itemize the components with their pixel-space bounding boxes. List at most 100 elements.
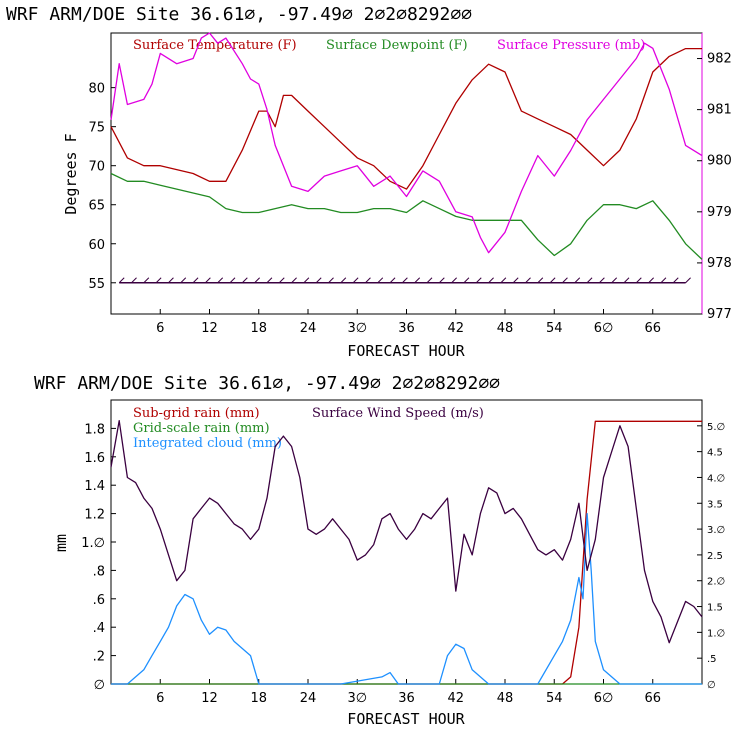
y2-tick-label: 3.5 xyxy=(707,499,723,510)
x-tick-label: 6 xyxy=(156,691,164,706)
x-tick-label: 66 xyxy=(644,321,661,336)
y2-tick-label: 4.5 xyxy=(707,448,723,459)
wind-barb xyxy=(168,277,174,284)
wind-barb xyxy=(118,277,125,284)
x-tick-label: 18 xyxy=(250,691,267,706)
wind-barb xyxy=(229,277,236,284)
legend-surface-pressure: Surface Pressure (mb) xyxy=(497,38,645,53)
wind-barb xyxy=(525,277,531,284)
wind-barb xyxy=(549,277,556,284)
wind-barb xyxy=(475,277,482,284)
x-tick-label: 54 xyxy=(546,691,563,706)
wind-barb xyxy=(254,277,260,284)
y-tick-label: .2 xyxy=(93,650,105,665)
wind-barb xyxy=(315,277,322,284)
y2-tick-label: .5 xyxy=(707,654,717,665)
legend-integrated-cloud: Integrated cloud (mm) xyxy=(133,436,282,451)
x-tick-label: 24 xyxy=(300,691,317,706)
series-line-0-0 xyxy=(110,47,702,190)
panel2-title: WRF ARM/DOE Site 36.61∅, -97.49∅ 2∅2∅829… xyxy=(34,373,500,394)
wind-barb xyxy=(426,277,433,284)
y-tick-label: 1.6 xyxy=(84,451,105,466)
wind-barb xyxy=(217,277,224,284)
y2-tick-label: 2.5 xyxy=(707,551,723,562)
x-tick-label: 3∅ xyxy=(347,691,367,706)
wind-barb xyxy=(672,277,679,284)
wind-barb xyxy=(352,277,359,284)
wind-barb xyxy=(611,277,618,284)
y-tick-label: 1.2 xyxy=(84,508,105,523)
x-tick-label: 24 xyxy=(300,321,317,336)
series-line-1-3 xyxy=(110,420,703,644)
wind-barb xyxy=(143,277,150,284)
y2-tick-label: 982 xyxy=(707,52,732,67)
x-tick-label: 12 xyxy=(201,691,218,706)
y-tick-label: .6 xyxy=(93,593,105,608)
wind-barb xyxy=(648,277,654,284)
y2-tick-label: 978 xyxy=(707,256,732,271)
series-line-1-0 xyxy=(111,420,702,685)
wind-barb xyxy=(488,277,494,284)
y-tick-label: 1.∅ xyxy=(81,536,105,551)
x-tick-label: 12 xyxy=(201,321,218,336)
y-tick-label: 80 xyxy=(88,82,105,97)
legend-grid-scale-rain: Grid-scale rain (mm) xyxy=(133,421,270,436)
x-tick-label: 54 xyxy=(546,321,563,336)
y2-tick-label: 1.5 xyxy=(707,603,723,614)
x-tick-label: 42 xyxy=(447,321,464,336)
wind-barb xyxy=(303,277,310,284)
y2-tick-label: 981 xyxy=(707,103,732,118)
y2-tick-label: 3.∅ xyxy=(707,525,725,536)
wind-barb xyxy=(512,277,519,284)
wind-barb xyxy=(155,277,162,284)
wind-barb xyxy=(500,277,507,284)
wind-barb xyxy=(205,277,211,284)
y2-tick-label: 979 xyxy=(707,205,732,220)
y2-tick-label: 2.∅ xyxy=(707,577,725,588)
wind-barb xyxy=(660,277,667,284)
wind-barb xyxy=(463,277,470,284)
y2-tick-label: ∅ xyxy=(707,680,716,691)
wind-barb xyxy=(402,277,408,284)
wind-barb xyxy=(377,277,384,284)
x-tick-label: 48 xyxy=(497,691,514,706)
panel1-xlabel: FORECAST HOUR xyxy=(347,342,465,360)
wind-barb xyxy=(365,277,371,284)
x-tick-label: 6∅ xyxy=(594,321,614,336)
wind-barb xyxy=(451,277,457,284)
wind-barb xyxy=(574,277,581,284)
x-tick-label: 18 xyxy=(250,321,267,336)
y-tick-label: 70 xyxy=(88,160,105,175)
x-tick-label: 6∅ xyxy=(594,691,614,706)
series-line-0-1 xyxy=(110,172,703,260)
legend-subgrid-rain: Sub-grid rain (mm) xyxy=(133,406,260,421)
x-tick-label: 42 xyxy=(447,691,464,706)
wind-barb xyxy=(438,277,445,284)
y-tick-label: 1.8 xyxy=(84,422,105,437)
wind-barb xyxy=(389,277,396,284)
wind-barb xyxy=(414,277,421,284)
panel1-plot-frame xyxy=(110,32,703,315)
wind-barb xyxy=(131,277,137,284)
x-tick-label: 48 xyxy=(497,321,514,336)
x-tick-label: 6 xyxy=(156,321,164,336)
y-tick-label: 75 xyxy=(88,121,105,136)
y2-tick-label: 4.∅ xyxy=(707,473,725,484)
y2-tick-label: 980 xyxy=(707,154,732,169)
y2-tick-label: 1.∅ xyxy=(707,628,725,639)
x-tick-label: 36 xyxy=(398,691,415,706)
wind-barb xyxy=(180,277,187,284)
wind-barb xyxy=(635,277,642,284)
wind-barb xyxy=(599,277,605,284)
y-tick-label: ∅ xyxy=(94,678,105,693)
series-line-1-2 xyxy=(111,512,702,685)
legend-surface-dewpoint: Surface Dewpoint (F) xyxy=(326,38,468,53)
wind-barb xyxy=(266,277,273,284)
wind-barb xyxy=(586,277,593,284)
y-tick-label: 65 xyxy=(88,199,105,214)
y-tick-label: .4 xyxy=(93,621,105,636)
wind-barb xyxy=(685,277,691,284)
wind-barb xyxy=(537,277,544,284)
x-tick-label: 3∅ xyxy=(347,321,367,336)
